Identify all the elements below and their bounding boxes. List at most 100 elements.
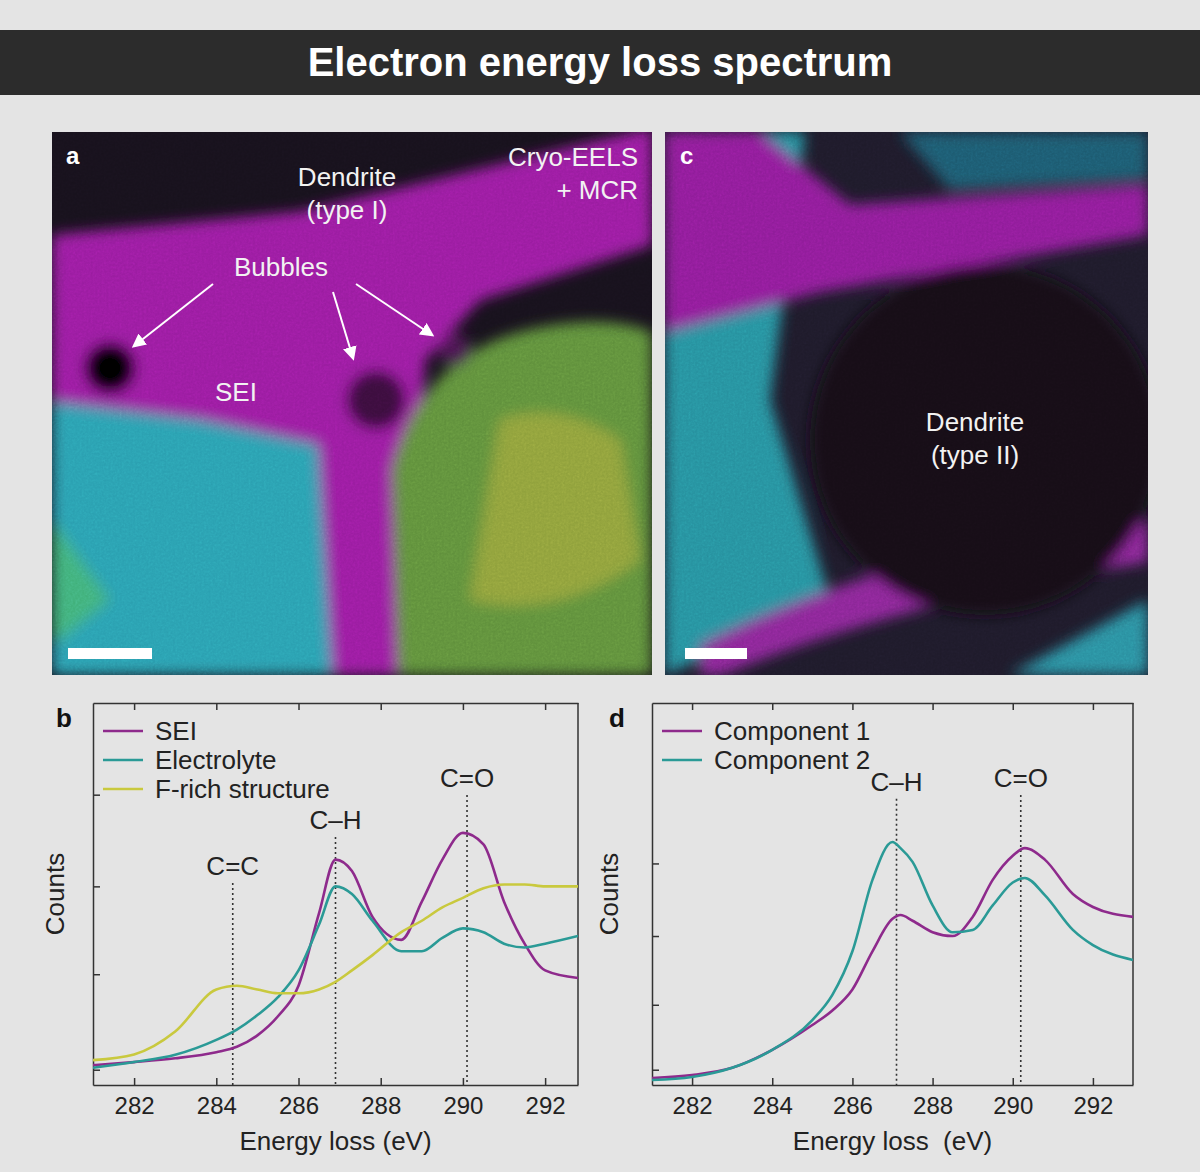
tick	[93, 1070, 100, 1071]
panel-label: b	[56, 703, 72, 733]
tick: 286	[833, 1078, 873, 1119]
tick	[852, 703, 853, 710]
tick	[93, 795, 100, 796]
map-background	[665, 132, 1148, 675]
tick	[1013, 703, 1014, 710]
tick	[772, 703, 773, 710]
map-regions	[52, 132, 652, 675]
series-line	[93, 884, 578, 1060]
legend-swatch	[103, 730, 143, 733]
legend-label: F-rich structure	[155, 774, 330, 804]
tick-mark	[772, 1078, 774, 1085]
tick-mark	[545, 703, 547, 710]
arrow	[134, 284, 213, 346]
x-axis-top	[653, 703, 1134, 710]
annotation: C–H	[871, 767, 923, 797]
scale-bar	[68, 648, 152, 659]
tick-mark	[93, 794, 100, 796]
tick-mark	[134, 703, 136, 710]
tick-label: 284	[753, 1092, 793, 1119]
tick	[692, 703, 693, 710]
map-image	[52, 132, 652, 675]
axis-line	[94, 703, 579, 705]
legend-label: Electrolyte	[155, 745, 276, 775]
annotation: C=C	[206, 851, 259, 881]
map-annotation: + MCR	[556, 175, 638, 205]
scale-bar	[685, 648, 747, 659]
tick-mark	[652, 936, 659, 938]
title: Electron energy loss spectrum	[308, 40, 893, 84]
tick: 284	[753, 1078, 793, 1119]
panel-label: d	[609, 703, 625, 733]
series-lines	[93, 833, 578, 1068]
tick-label: 290	[443, 1092, 483, 1119]
map-annotation: Bubbles	[234, 252, 328, 282]
y-axis-title: Counts	[40, 853, 70, 935]
image-panel: cDendrite(type II)	[665, 132, 1160, 675]
panel-label: c	[680, 142, 693, 169]
legend-swatch	[103, 759, 143, 762]
tick-mark	[216, 1078, 218, 1085]
series-lines	[652, 842, 1133, 1080]
tick-mark	[852, 703, 854, 710]
reference-line	[335, 837, 337, 1085]
map-annotation: Dendrite	[926, 407, 1024, 437]
axis-line	[652, 704, 654, 1086]
tick	[652, 863, 659, 864]
series-line	[93, 886, 578, 1067]
tick-mark	[463, 703, 465, 710]
tick-label: 286	[833, 1092, 873, 1119]
series-line	[652, 842, 1133, 1080]
series-line	[652, 848, 1133, 1078]
map-background	[52, 132, 652, 675]
tick-label: 290	[993, 1092, 1033, 1119]
tick: 290	[443, 1078, 483, 1119]
background	[0, 0, 1200, 1172]
map-annotation: (type I)	[307, 195, 388, 225]
axis-line	[653, 703, 1134, 705]
tick: 290	[993, 1078, 1033, 1119]
legend-label: SEI	[155, 716, 197, 746]
tick-mark	[134, 1078, 136, 1085]
chart: 282284286288290292C=CC–HC=OSEIElectrolyt…	[40, 703, 579, 1156]
map-annotation: SEI	[215, 377, 257, 407]
x-axis: 282284286288290292	[653, 1078, 1134, 1119]
tick-label: 282	[115, 1092, 155, 1119]
tick-mark	[93, 974, 100, 976]
annotation: C–H	[309, 805, 361, 835]
legend-swatch	[662, 730, 702, 733]
tick-label: 286	[279, 1092, 319, 1119]
map-regions	[665, 132, 1148, 675]
x-axis-title: Energy loss (eV)	[793, 1126, 992, 1156]
tick	[652, 936, 659, 937]
map-annotation: Dendrite	[298, 162, 396, 192]
reference-lines	[897, 795, 1021, 1085]
figure: Electron energy loss spectrumaDendrite(t…	[0, 0, 1200, 1172]
legend-swatch	[103, 788, 143, 791]
tick	[93, 974, 100, 975]
tick-label: 282	[673, 1092, 713, 1119]
tick-mark	[692, 1078, 694, 1085]
tick: 292	[526, 1078, 566, 1119]
annotation: C=O	[440, 763, 494, 793]
axis-line	[93, 704, 95, 1086]
legend: SEIElectrolyteF-rich structure	[103, 716, 330, 804]
chart: 282284286288290292C–HC=OComponent 1Compo…	[594, 703, 1134, 1156]
tick: 284	[197, 1078, 237, 1119]
tick-mark	[1093, 703, 1095, 710]
tick	[463, 703, 464, 710]
tick	[93, 886, 100, 887]
tick-mark	[932, 703, 934, 710]
tick-mark	[463, 1078, 465, 1085]
tick	[545, 703, 546, 710]
tick-mark	[1013, 1078, 1015, 1085]
tick	[1093, 703, 1094, 710]
reference-line	[466, 795, 468, 1085]
tick	[652, 1070, 659, 1071]
tick	[933, 703, 934, 710]
axis-line	[94, 1085, 579, 1087]
tick-label: 292	[526, 1092, 566, 1119]
x-axis-title: Energy loss (eV)	[239, 1126, 431, 1156]
frame-line	[1132, 703, 1134, 1085]
tick-label: 288	[913, 1092, 953, 1119]
